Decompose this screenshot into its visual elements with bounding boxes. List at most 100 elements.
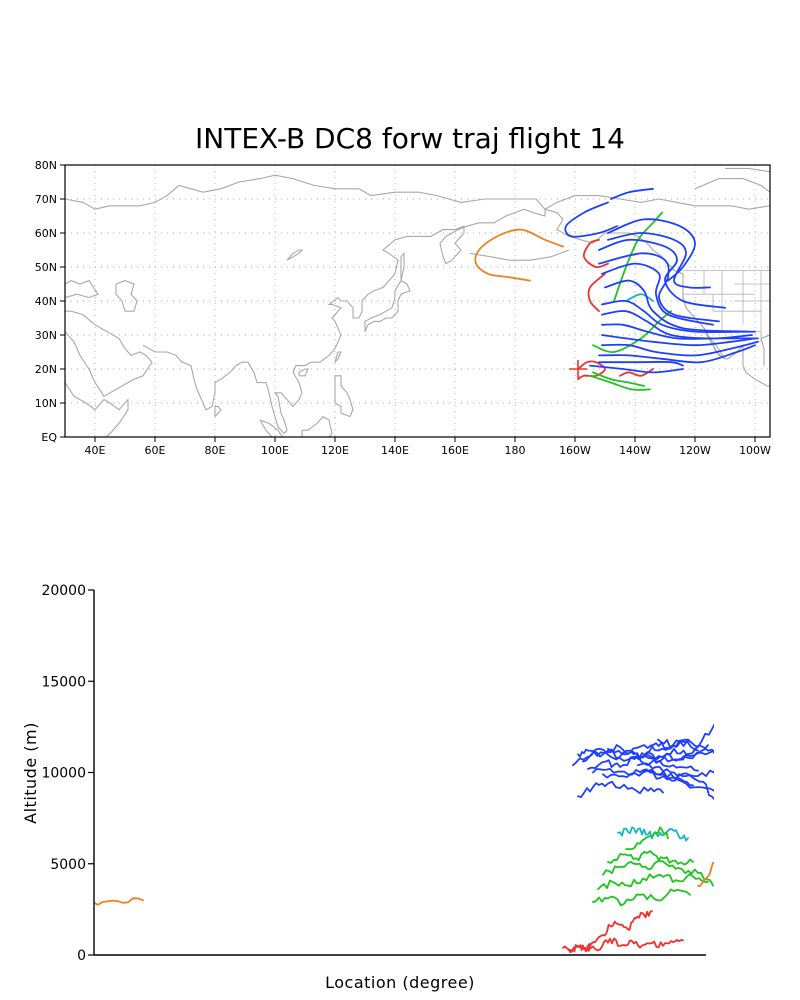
map-x-tick-label: 140W [619, 444, 651, 457]
map-x-tick-label: 40E [85, 444, 106, 457]
map-trajectory-red [577, 360, 606, 381]
altitude-trajectory-orange [0, 913, 48, 921]
map-y-tick-label: 50N [35, 261, 57, 274]
altitude-trajectory-blue [602, 770, 694, 787]
map-x-tick-label: 120E [321, 444, 349, 457]
altitude-trajectory-blue [607, 723, 714, 756]
trajectory-map: 40E 60E 80E 100E 120E 140E 160E 180 160W 140W 120W… [35, 159, 771, 457]
altitude-trajectory-green [625, 826, 669, 851]
map-trajectory-blue [607, 218, 696, 282]
coastline [694, 178, 770, 193]
map-x-tick-label: 80E [205, 444, 226, 457]
coastline [334, 375, 354, 418]
coastline [65, 174, 546, 435]
altitude-y-label: Altitude (m) [21, 722, 40, 824]
map-frame [64, 164, 771, 438]
map-trajectory-blue [598, 238, 726, 309]
altitude-trajectory-green [607, 850, 714, 887]
map-x-tick-label: 160E [441, 444, 469, 457]
map-trajectory-cyan [625, 293, 654, 302]
coastline [334, 351, 342, 363]
coastline [214, 405, 222, 417]
altitude-trajectory-blue [577, 780, 664, 798]
altitude-y-tick-label: 0 [77, 948, 86, 964]
map-trajectory-red [587, 272, 606, 313]
altitude-trajectory-green [602, 856, 694, 876]
map-trajectory-blue [607, 232, 711, 289]
map-trajectory-blue [598, 361, 684, 367]
altitude-trajectory-blue [642, 768, 714, 792]
map-x-tick-label: 140E [381, 444, 409, 457]
altitude-trajectory-orange [94, 897, 144, 906]
map-trajectory-blue [601, 323, 759, 340]
map-trajectory-orange [474, 228, 564, 282]
altitude-y-tick-label: 10000 [41, 766, 86, 782]
map-trajectory-blue [604, 279, 750, 333]
map-x-tick-label: 120W [679, 444, 711, 457]
altitude-trajectory-blue [587, 744, 709, 770]
coastline [364, 279, 411, 332]
coastline [298, 368, 309, 377]
altitude-trajectory-green [597, 873, 709, 891]
map-y-tick-label: EQ [41, 431, 57, 444]
map-trajectory-blue [601, 340, 759, 357]
coastline [65, 279, 99, 299]
chart-title: INTEX-B DC8 forw traj flight 14 [195, 122, 625, 155]
map-trajectory-red [582, 238, 609, 269]
map-y-tick-label: 60N [35, 227, 57, 240]
map-trajectory-blue [601, 334, 756, 347]
map-trajectory-green [589, 374, 651, 391]
altitude-plot: 0 5000 10000 15000 20000 Altitude (m) Locati… [0, 583, 714, 992]
altitude-trajectory-blue [657, 738, 714, 755]
map-y-tick-label: 80N [35, 159, 57, 172]
map-y-tick-label: 20N [35, 363, 57, 376]
map-y-ticks: EQ 10N 20N 30N 40N 50N 60N 70N 80N [35, 159, 65, 444]
map-y-tick-label: 70N [35, 193, 57, 206]
coastline [115, 280, 138, 312]
altitude-y-tick-label: 15000 [41, 674, 86, 690]
map-x-tick-label: 180 [505, 444, 526, 457]
map-trajectory-blue [601, 262, 714, 326]
altitude-trajectories [0, 723, 714, 953]
map-x-tick-label: 100E [261, 444, 289, 457]
altitude-x-label: Location (degree) [325, 973, 475, 992]
map-trajectory-blue [564, 201, 618, 238]
map-y-tick-label: 40N [35, 295, 57, 308]
map-trajectory-blue [610, 187, 654, 200]
release-point-marker [569, 360, 587, 378]
coastline [301, 415, 333, 437]
coastline [259, 419, 284, 437]
altitude-trajectory-red [587, 937, 684, 952]
altitude-trajectory-blue [637, 762, 714, 778]
altitude-trajectory-red [562, 943, 591, 953]
map-trajectories [474, 187, 759, 391]
coastline [544, 195, 770, 210]
altitude-y-tick-label: 20000 [41, 583, 86, 599]
map-gridlines [65, 164, 770, 438]
coastline [725, 167, 770, 173]
coastline [469, 249, 570, 261]
coastline [760, 334, 770, 366]
map-trajectory-green [592, 310, 672, 353]
map-x-ticks: 40E 60E 80E 100E 120E 140E 160E 180 160W 140W 120W… [85, 437, 771, 457]
coastline [400, 251, 405, 281]
coastline [65, 310, 153, 397]
altitude-trajectory-green [592, 888, 691, 907]
map-trajectory-green [592, 371, 645, 387]
map-trajectory-blue [598, 344, 756, 364]
map-y-tick-label: 10N [35, 397, 57, 410]
map-trajectory-blue [598, 252, 720, 323]
altitude-y-tick-label: 5000 [50, 857, 86, 873]
altitude-y-ticks: 0 5000 10000 15000 20000 [41, 583, 94, 964]
map-x-tick-label: 60E [145, 444, 166, 457]
map-x-tick-label: 100W [739, 444, 771, 457]
coastline [65, 382, 129, 437]
map-trajectory-blue [589, 364, 684, 374]
map-trajectory-blue [601, 299, 756, 333]
map-y-tick-label: 30N [35, 329, 57, 342]
map-x-tick-label: 160W [559, 444, 591, 457]
coastline [286, 249, 304, 261]
altitude-trajectory-orange [697, 861, 714, 888]
altitude-trajectory-cyan [617, 826, 689, 842]
